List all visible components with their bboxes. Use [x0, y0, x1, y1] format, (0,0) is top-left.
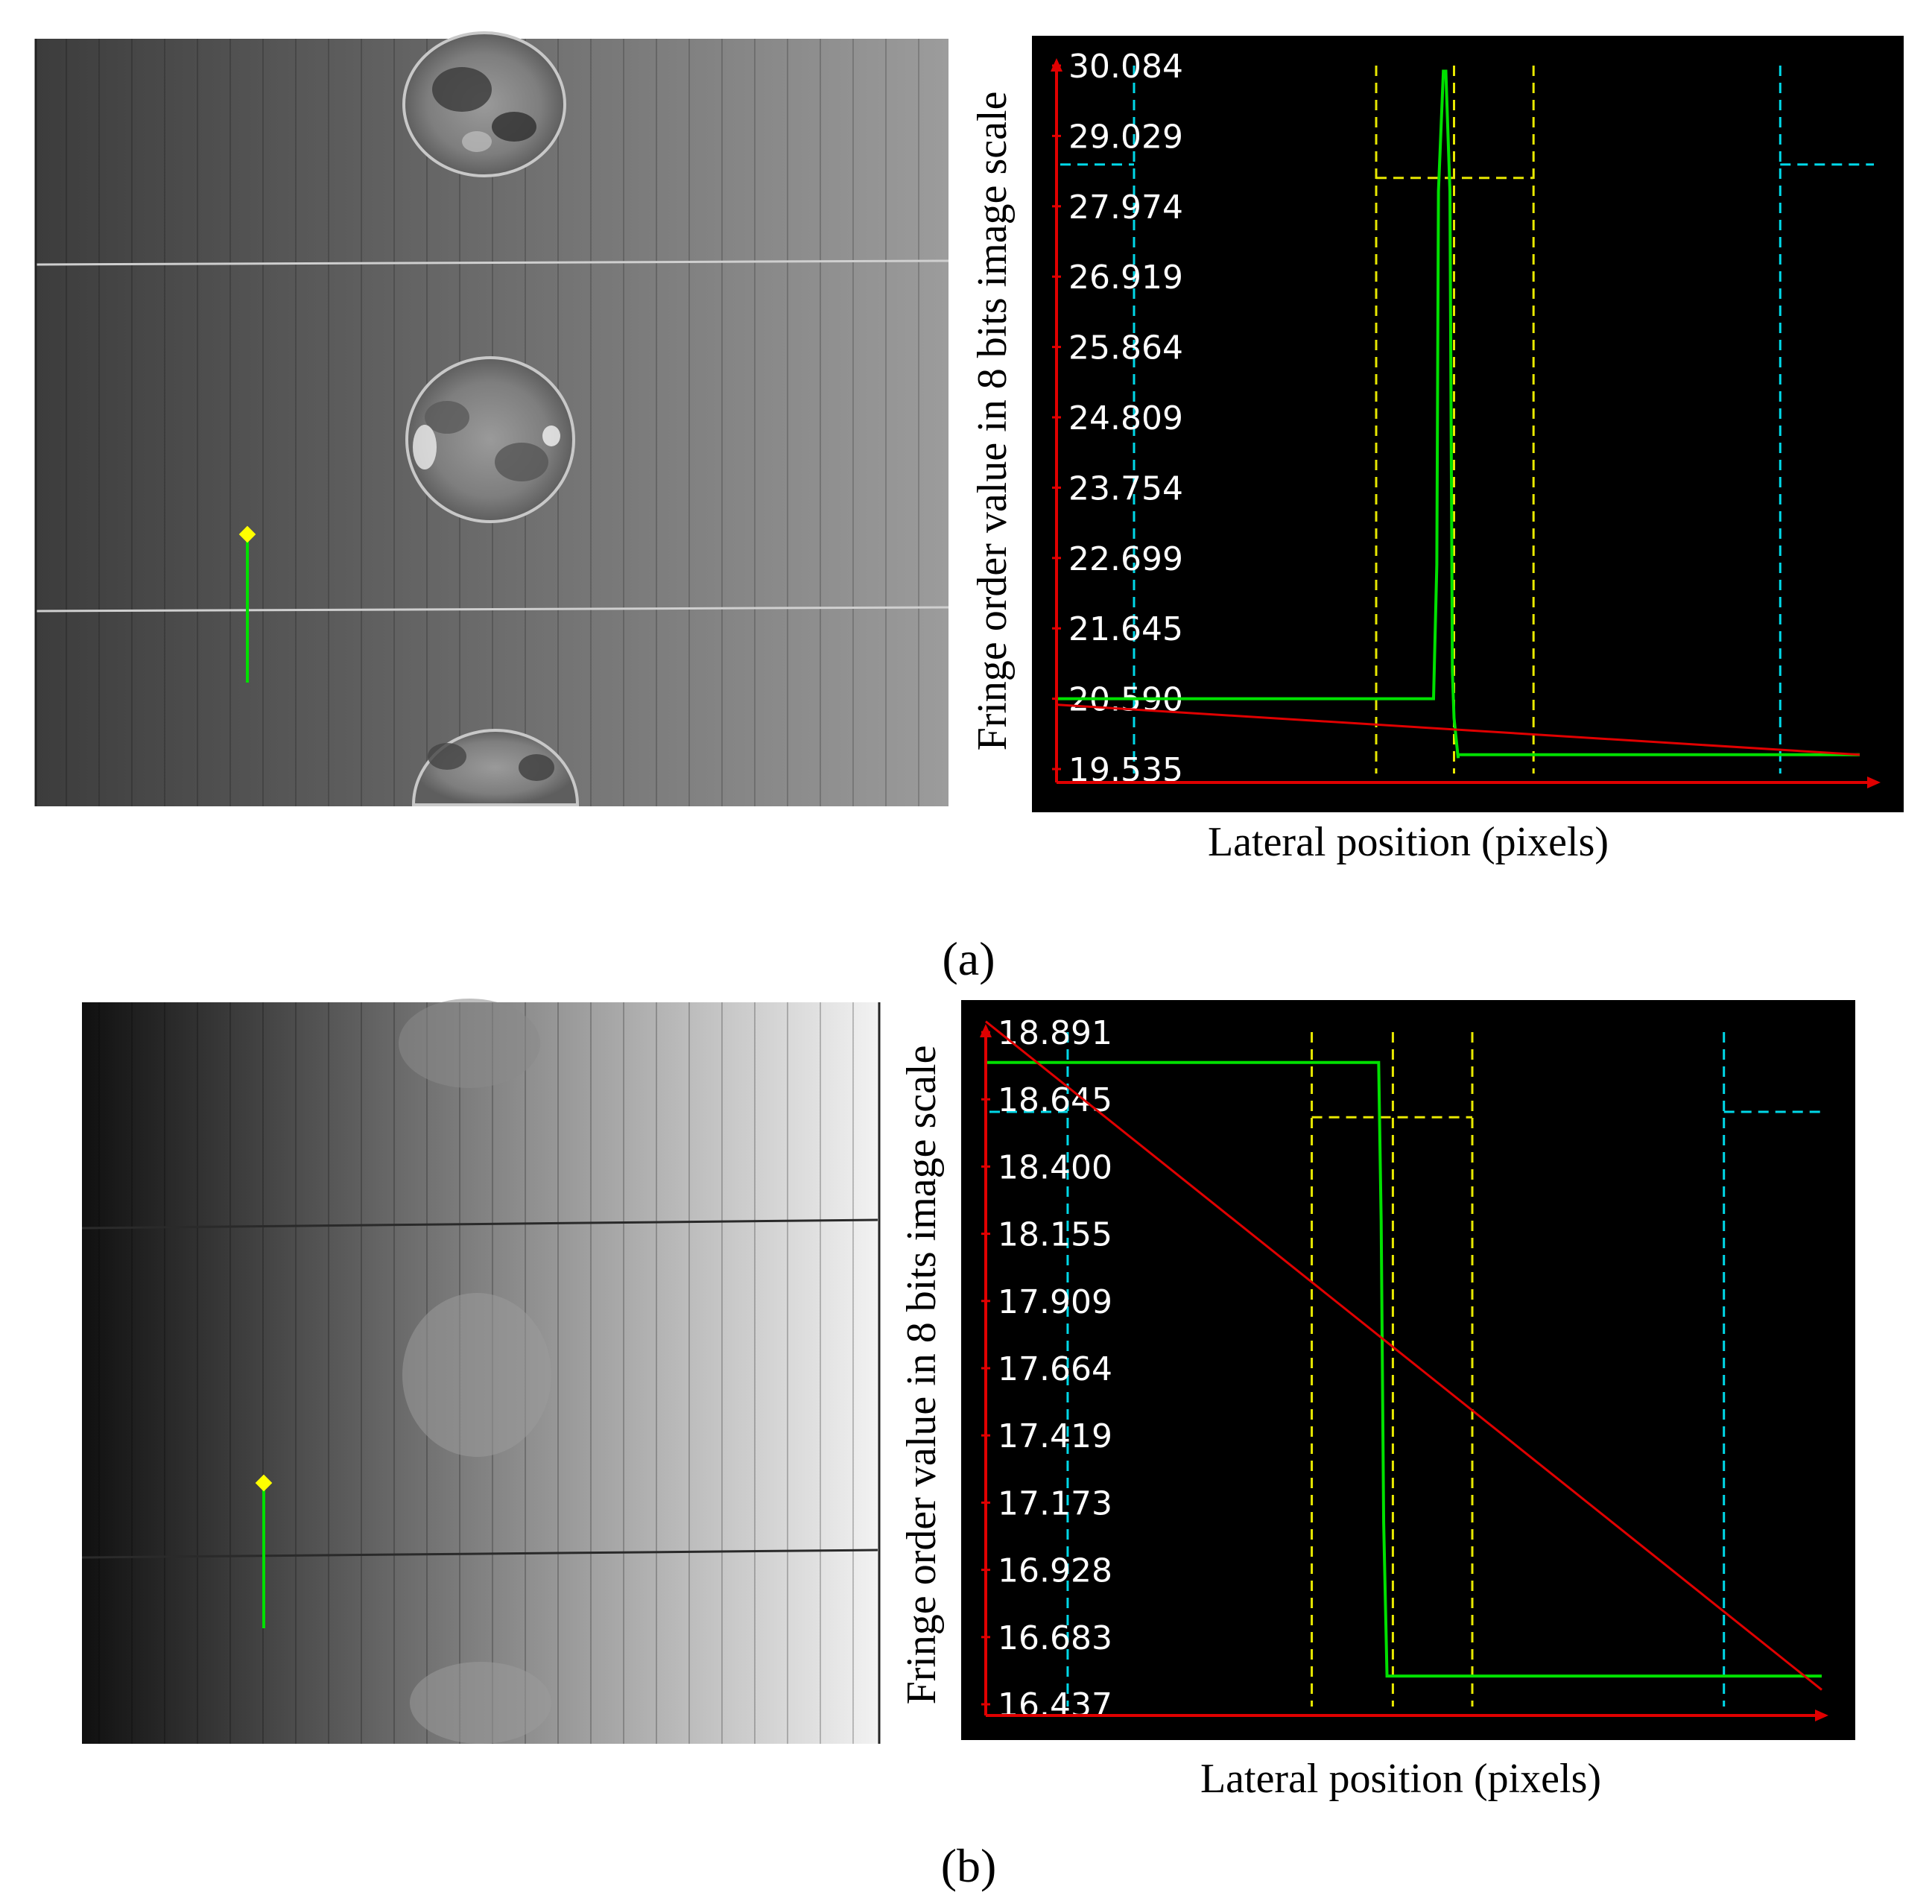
panel-label-b: (b)	[941, 1839, 997, 1892]
y-tick-label: 16.437	[998, 1686, 1112, 1724]
y-tick-label: 17.664	[998, 1350, 1112, 1388]
profile-marker[interactable]	[255, 1474, 273, 1492]
x-axis-label: Lateral position (pixels)	[1208, 819, 1609, 865]
specimen-disc	[399, 999, 551, 1744]
y-tick-label: 18.645	[998, 1081, 1112, 1119]
y-tick-label: 25.864	[1068, 329, 1183, 367]
y-tick-label: 22.699	[1068, 540, 1183, 578]
y-tick-label: 16.683	[998, 1619, 1112, 1657]
y-axis-arrow	[980, 1024, 992, 1037]
profile-marker[interactable]	[238, 525, 256, 543]
y-axis-arrow	[1051, 58, 1062, 72]
y-tick-label: 18.891	[998, 1014, 1112, 1052]
y-tick-label: 23.754	[1068, 469, 1183, 507]
y-tick-label: 17.173	[998, 1484, 1112, 1522]
specimen-disc	[402, 31, 566, 177]
plot-background	[1032, 36, 1904, 812]
red-reference-series	[1056, 703, 1860, 756]
specimen-disc	[411, 729, 580, 806]
y-tick-label: 17.909	[998, 1283, 1112, 1321]
x-axis-arrow	[1867, 777, 1881, 788]
y-tick-label: 26.919	[1068, 259, 1183, 297]
y-tick-label: 17.419	[998, 1417, 1112, 1455]
y-axis-label: Fringe order value in 8 bits image scale	[899, 1046, 945, 1705]
green-profile-series	[986, 1060, 1822, 1678]
y-tick-label: 21.645	[1068, 610, 1183, 648]
chart-b: 18.891 18.645 18.400 18.155 17.909 17.664 17.4…	[899, 1000, 1855, 1892]
y-tick-label: 18.400	[998, 1148, 1112, 1186]
x-axis-label: Lateral position (pixels)	[1200, 1756, 1601, 1802]
red-reference-series	[985, 1020, 1822, 1691]
green-profile-series	[1057, 69, 1860, 759]
y-tick-label: 30.084	[1068, 48, 1183, 86]
x-axis-arrow	[1815, 1710, 1828, 1721]
chart-a: 30.084 29.029 27.974 26.919 25.864 24.809 23.7…	[942, 36, 1904, 985]
y-tick-label: 16.928	[998, 1552, 1112, 1590]
y-tick-label: 27.974	[1068, 189, 1183, 227]
y-tick-label: 18.155	[998, 1216, 1112, 1254]
y-tick-label: 24.809	[1068, 399, 1183, 437]
specimen-disc	[405, 356, 575, 523]
panel-a-fringe-image	[34, 31, 949, 806]
plot-background	[961, 1000, 1855, 1740]
panel-b-fringe-image	[81, 999, 881, 1744]
y-tick-label: 29.029	[1068, 118, 1183, 156]
panel-label-a: (a)	[942, 932, 995, 985]
y-axis-label: Fringe order value in 8 bits image scale	[969, 92, 1016, 751]
